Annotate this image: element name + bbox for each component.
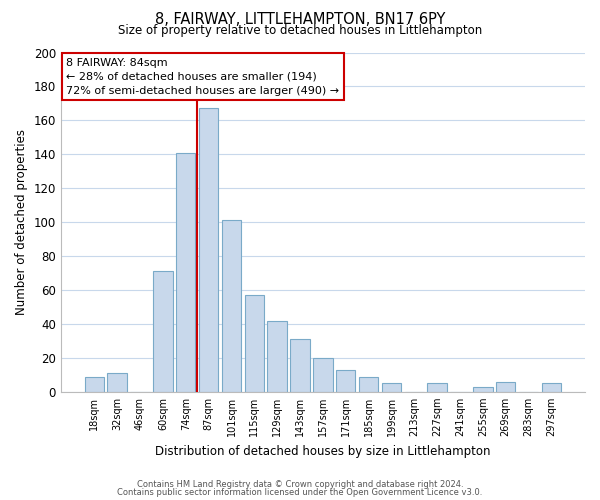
Bar xyxy=(313,358,332,392)
Bar xyxy=(153,272,173,392)
Bar xyxy=(542,384,561,392)
Y-axis label: Number of detached properties: Number of detached properties xyxy=(15,129,28,315)
Bar xyxy=(290,339,310,392)
Bar xyxy=(336,370,355,392)
Text: 8, FAIRWAY, LITTLEHAMPTON, BN17 6PY: 8, FAIRWAY, LITTLEHAMPTON, BN17 6PY xyxy=(155,12,445,28)
Bar xyxy=(473,386,493,392)
Bar xyxy=(176,152,196,392)
Bar xyxy=(496,382,515,392)
Bar xyxy=(427,384,447,392)
Bar xyxy=(382,384,401,392)
Text: 8 FAIRWAY: 84sqm
← 28% of detached houses are smaller (194)
72% of semi-detached: 8 FAIRWAY: 84sqm ← 28% of detached house… xyxy=(66,58,339,96)
Bar xyxy=(85,376,104,392)
Text: Contains public sector information licensed under the Open Government Licence v3: Contains public sector information licen… xyxy=(118,488,482,497)
Bar xyxy=(245,295,264,392)
Bar xyxy=(359,376,379,392)
Bar xyxy=(107,373,127,392)
X-axis label: Distribution of detached houses by size in Littlehampton: Distribution of detached houses by size … xyxy=(155,444,491,458)
Bar xyxy=(222,220,241,392)
Bar xyxy=(199,108,218,392)
Text: Size of property relative to detached houses in Littlehampton: Size of property relative to detached ho… xyxy=(118,24,482,37)
Text: Contains HM Land Registry data © Crown copyright and database right 2024.: Contains HM Land Registry data © Crown c… xyxy=(137,480,463,489)
Bar xyxy=(268,320,287,392)
